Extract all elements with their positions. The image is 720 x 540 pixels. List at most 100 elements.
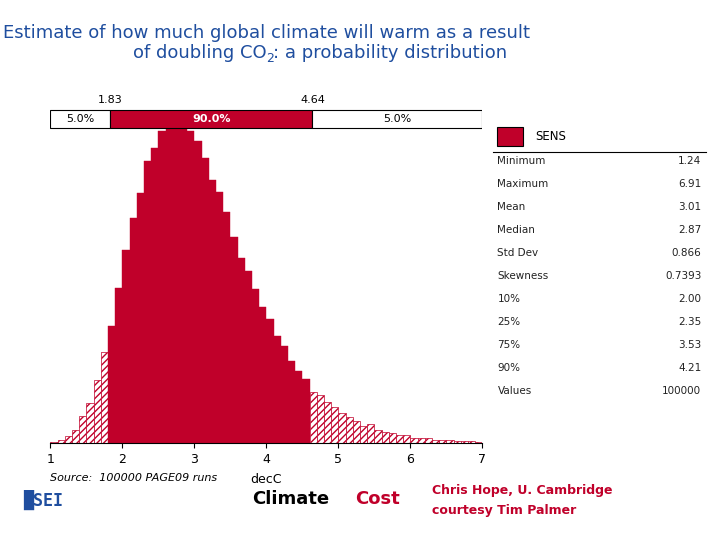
Bar bbox=[187, 131, 194, 443]
FancyBboxPatch shape bbox=[498, 127, 523, 146]
Text: Std Dev: Std Dev bbox=[498, 248, 539, 258]
Bar bbox=[115, 288, 122, 443]
Bar bbox=[101, 352, 108, 443]
Bar bbox=[346, 417, 353, 443]
Bar bbox=[389, 433, 396, 443]
Bar bbox=[194, 140, 202, 443]
Text: Source:  100000 PAGE09 runs: Source: 100000 PAGE09 runs bbox=[50, 473, 217, 483]
Text: Mean: Mean bbox=[498, 202, 526, 212]
Bar bbox=[418, 437, 425, 443]
Bar bbox=[245, 271, 252, 443]
Bar bbox=[432, 440, 439, 443]
Text: 90%: 90% bbox=[498, 363, 521, 373]
Bar bbox=[475, 442, 482, 443]
Bar bbox=[180, 126, 187, 443]
Bar bbox=[50, 442, 58, 443]
Bar bbox=[122, 250, 130, 443]
Text: Values: Values bbox=[498, 386, 531, 396]
Bar bbox=[130, 218, 137, 443]
Text: Chris Hope, U. Cambridge: Chris Hope, U. Cambridge bbox=[432, 484, 613, 497]
Bar bbox=[353, 421, 360, 443]
Text: 6.91: 6.91 bbox=[678, 179, 701, 190]
Text: Minimum: Minimum bbox=[498, 156, 546, 166]
Bar bbox=[238, 258, 245, 443]
Bar bbox=[230, 237, 238, 443]
Text: █SEI: █SEI bbox=[23, 489, 63, 510]
Text: 90.0%: 90.0% bbox=[192, 114, 230, 124]
Bar bbox=[166, 123, 173, 443]
Bar bbox=[72, 429, 79, 443]
Text: : a probability distribution: : a probability distribution bbox=[273, 44, 507, 62]
Bar bbox=[312, 110, 482, 128]
Bar bbox=[281, 346, 288, 443]
Bar bbox=[382, 432, 389, 443]
Bar bbox=[396, 435, 403, 443]
Bar bbox=[86, 403, 94, 443]
Text: 4.64: 4.64 bbox=[300, 94, 325, 105]
Text: 3.53: 3.53 bbox=[678, 340, 701, 350]
Text: 3.01: 3.01 bbox=[678, 202, 701, 212]
Text: SENS: SENS bbox=[536, 131, 567, 144]
Text: 2: 2 bbox=[266, 52, 274, 65]
Text: 25%: 25% bbox=[498, 318, 521, 327]
Bar bbox=[367, 424, 374, 443]
Text: Cost: Cost bbox=[355, 490, 400, 509]
Bar bbox=[446, 440, 454, 443]
Text: 75%: 75% bbox=[498, 340, 521, 350]
Bar bbox=[110, 110, 312, 128]
Bar bbox=[439, 440, 446, 443]
Text: courtesy Tim Palmer: courtesy Tim Palmer bbox=[432, 504, 576, 517]
Text: 100000: 100000 bbox=[662, 386, 701, 396]
Bar bbox=[454, 441, 461, 443]
Bar bbox=[410, 438, 418, 443]
Text: 2.00: 2.00 bbox=[678, 294, 701, 305]
Bar bbox=[461, 441, 468, 443]
Bar bbox=[374, 430, 382, 443]
Text: 2.87: 2.87 bbox=[678, 225, 701, 235]
Bar bbox=[468, 441, 475, 443]
Text: of doubling CO: of doubling CO bbox=[132, 44, 266, 62]
Bar bbox=[425, 438, 432, 443]
Bar bbox=[94, 380, 101, 443]
Text: 0.7393: 0.7393 bbox=[665, 271, 701, 281]
Text: Climate: Climate bbox=[252, 490, 329, 509]
Bar bbox=[58, 440, 65, 443]
Text: 4.21: 4.21 bbox=[678, 363, 701, 373]
Bar bbox=[209, 179, 216, 443]
Text: 0.866: 0.866 bbox=[672, 248, 701, 258]
Text: 10%: 10% bbox=[498, 294, 521, 305]
Text: 5.0%: 5.0% bbox=[66, 114, 94, 124]
Bar bbox=[144, 161, 151, 443]
Bar bbox=[338, 413, 346, 443]
Text: 2.35: 2.35 bbox=[678, 318, 701, 327]
Bar bbox=[274, 336, 281, 443]
Bar bbox=[266, 320, 274, 443]
Text: Skewness: Skewness bbox=[498, 271, 549, 281]
Bar bbox=[158, 131, 166, 443]
Bar bbox=[79, 416, 86, 443]
Bar bbox=[151, 147, 158, 443]
Text: Estimate of how much global climate will warm as a result: Estimate of how much global climate will… bbox=[3, 24, 530, 42]
Bar bbox=[173, 122, 180, 443]
Text: 5.0%: 5.0% bbox=[383, 114, 412, 124]
Bar bbox=[403, 435, 410, 443]
Bar bbox=[310, 392, 317, 443]
Bar bbox=[137, 193, 144, 443]
Text: decC: decC bbox=[251, 473, 282, 486]
Bar bbox=[259, 307, 266, 443]
Bar bbox=[288, 361, 295, 443]
Bar bbox=[108, 326, 115, 443]
Bar bbox=[50, 110, 110, 128]
Bar bbox=[360, 426, 367, 443]
Text: 1.83: 1.83 bbox=[98, 94, 122, 105]
Bar bbox=[324, 402, 331, 443]
Bar bbox=[331, 407, 338, 443]
Bar bbox=[202, 158, 209, 443]
Bar bbox=[223, 212, 230, 443]
Text: 1.24: 1.24 bbox=[678, 156, 701, 166]
Bar bbox=[252, 289, 259, 443]
Text: Median: Median bbox=[498, 225, 536, 235]
Bar bbox=[65, 436, 72, 443]
Text: Maximum: Maximum bbox=[498, 179, 549, 190]
Bar bbox=[216, 192, 223, 443]
